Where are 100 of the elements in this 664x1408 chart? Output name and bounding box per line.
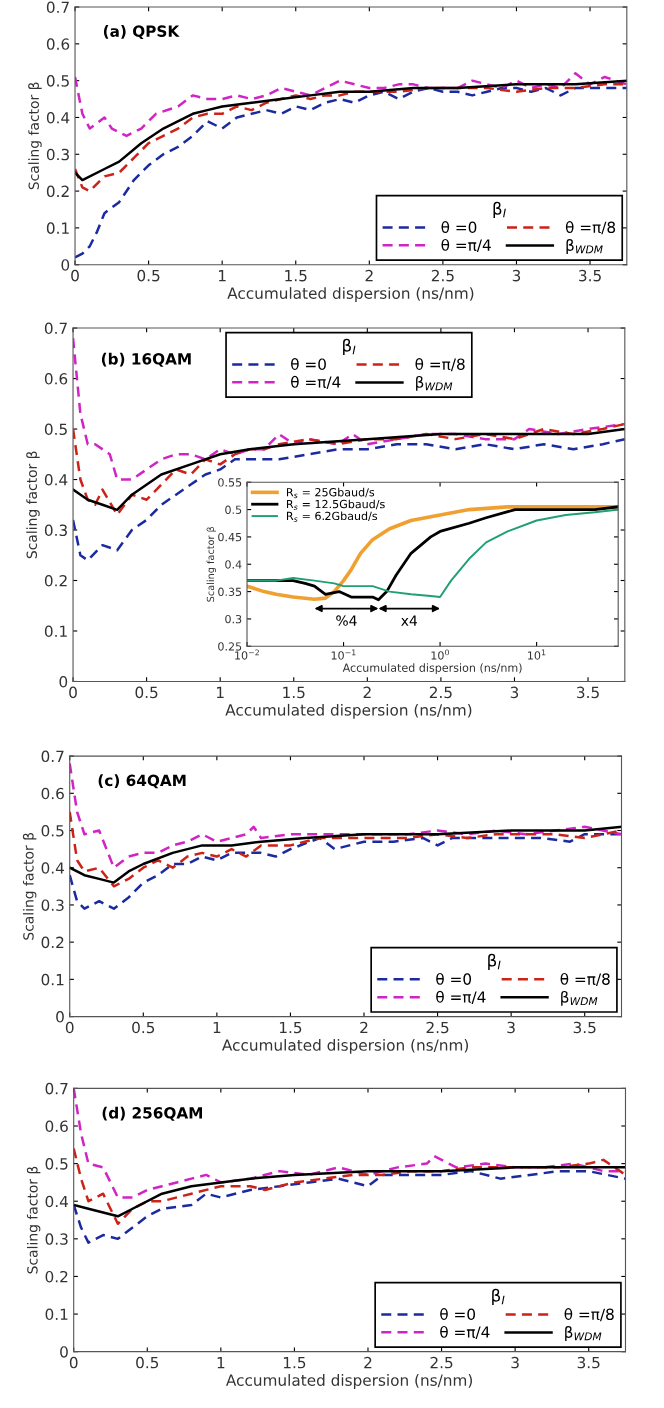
x-tick-label: 3: [512, 269, 521, 282]
y-tick-label: 0.3: [41, 899, 64, 911]
y-tick-label: 0.5: [225, 505, 242, 514]
y-tick-label: 0.5: [44, 423, 67, 436]
legend-label: θ =π/8: [564, 1308, 614, 1322]
y-tick-label: 0.1: [46, 222, 69, 234]
x-tick-label: 2.5: [429, 686, 452, 699]
x-axis-title: Accumulated dispersion (ns/nm): [227, 287, 474, 302]
x-tick-label: 3: [510, 686, 519, 699]
legend-label: θ =π/4: [440, 1325, 490, 1340]
y-tick-label: 0: [56, 1011, 64, 1023]
x-tick-label: 1.5: [283, 1357, 306, 1369]
line-series: [73, 1166, 626, 1218]
y-tick-label: 0.7: [41, 750, 64, 763]
x-tick-label: 3.5: [577, 1356, 600, 1369]
x-tick-label: 2: [365, 269, 373, 282]
legend-label: β$_{WDM}$: [561, 990, 598, 1006]
line-series: [73, 1169, 626, 1244]
x-axis-title: Accumulated dispersion (ns/nm): [342, 663, 522, 675]
x-axis-title: Accumulated dispersion (ns/nm): [222, 1039, 469, 1054]
legend-label: θ =0: [440, 1308, 476, 1320]
y-tick-label: 0.3: [44, 524, 67, 537]
line-series: [73, 437, 625, 562]
y-tick-label: 0.5: [41, 824, 64, 837]
x-tick-label: 10$^{−2}$: [235, 649, 259, 660]
y-tick-label: 0.5: [46, 75, 69, 87]
y-tick-label: 0.35: [218, 587, 242, 596]
legend-label: θ =π/8: [565, 221, 616, 235]
y-tick-label: 0.7: [44, 322, 67, 335]
y-axis-title: Scaling factor β: [206, 526, 217, 602]
x-tick-label: 1.5: [285, 270, 307, 282]
y-tick-label: 0.4: [41, 862, 64, 874]
legend-title: β$_{I}$: [488, 953, 501, 970]
legend-label: R$_{s}$ = 6.2Gbaud/s: [286, 511, 378, 522]
y-tick-label: 0.2: [44, 574, 67, 587]
text: (d) 256QAM: [102, 1106, 203, 1121]
legend-label: R$_{s}$ = 25Gbaud/s: [286, 487, 375, 499]
y-tick-label: 0.7: [46, 1, 69, 14]
x-tick-label: 3.5: [577, 686, 599, 699]
legend-label: β$_{WDM}$: [565, 1326, 602, 1341]
legend-label: θ =0: [291, 358, 326, 370]
x-tick-label: 1.5: [283, 686, 305, 699]
y-tick-label: 0.4: [44, 473, 68, 486]
line-series: [69, 762, 622, 869]
y-tick-label: 0.2: [45, 1270, 68, 1283]
x-tick-label: 10$^{0}$: [431, 649, 449, 660]
line-series: [73, 1147, 626, 1226]
y-tick-label: 0.1: [45, 1308, 68, 1321]
x-tick-label: 2: [363, 686, 371, 698]
x-tick-label: 3.5: [579, 269, 601, 282]
y-tick-label: 0.2: [41, 936, 64, 949]
x-tick-label: 2.5: [426, 1021, 449, 1034]
y-tick-label: 0.3: [225, 614, 242, 624]
x-tick-label: 3: [511, 1356, 519, 1369]
y-tick-label: 0.5: [45, 1158, 68, 1170]
legend-label: θ =π/4: [291, 375, 341, 390]
x-tick-label: 10$^{1}$: [528, 649, 546, 660]
x-tick-label: 0.5: [135, 686, 158, 699]
y-tick-label: 0.6: [45, 1120, 68, 1133]
y-tick-label: 0.4: [46, 111, 70, 124]
legend-label: θ =π/8: [415, 358, 465, 372]
y-axis-title: Scaling factor β: [26, 451, 40, 559]
legend-label: θ =π/4: [436, 990, 486, 1004]
x-tick-label: 0: [71, 269, 79, 282]
x-tick-label: 3: [507, 1021, 515, 1034]
x-tick-label: 0.5: [137, 269, 160, 282]
y-tick-label: 0: [61, 259, 70, 271]
legend-title: β$_{I}$: [492, 1288, 505, 1306]
y-tick-label: 0.1: [41, 973, 64, 986]
line-series: [75, 72, 627, 138]
y-tick-label: 0.3: [46, 148, 69, 161]
line-series: [75, 86, 627, 259]
y-axis-title: Scaling factor β: [28, 82, 42, 190]
x-tick-label: 1: [217, 1357, 225, 1369]
x-tick-label: 2: [364, 1356, 372, 1369]
y-tick-label: 0.4: [45, 1195, 68, 1208]
y-axis-title: Scaling factor β: [26, 1166, 41, 1274]
annotation: x4: [401, 615, 418, 626]
x-tick-label: 0.5: [132, 1021, 155, 1034]
legend-label: R$_{s}$ = 12.5Gbaud/s: [286, 499, 385, 511]
y-tick-label: 0.2: [46, 185, 69, 198]
legend-label: θ =π/8: [560, 972, 610, 987]
y-tick-label: 0: [59, 675, 68, 688]
x-tick-label: 0.5: [136, 1356, 159, 1369]
y-tick-label: 0.3: [45, 1233, 68, 1245]
y-tick-label: 0.6: [46, 38, 70, 50]
legend-title: β$_{I}$: [493, 201, 506, 219]
legend-label: θ =0: [436, 972, 472, 985]
x-tick-label: 10$^{−1}$: [331, 649, 356, 660]
x-tick-label: 1: [213, 1021, 221, 1034]
y-tick-label: 0: [60, 1346, 68, 1358]
y-axis-title: Scaling factor β: [22, 832, 37, 940]
y-tick-label: 0.55: [218, 478, 242, 487]
x-tick-label: 2.5: [430, 1356, 453, 1369]
y-tick-label: 0.6: [41, 787, 64, 800]
x-tick-label: 1: [218, 270, 226, 282]
x-axis-title: Accumulated dispersion (ns/nm): [225, 703, 472, 719]
text: (a) QPSK: [103, 25, 180, 39]
legend-label: β$_{WDM}$: [416, 375, 453, 391]
annotation: %4: [336, 615, 357, 626]
